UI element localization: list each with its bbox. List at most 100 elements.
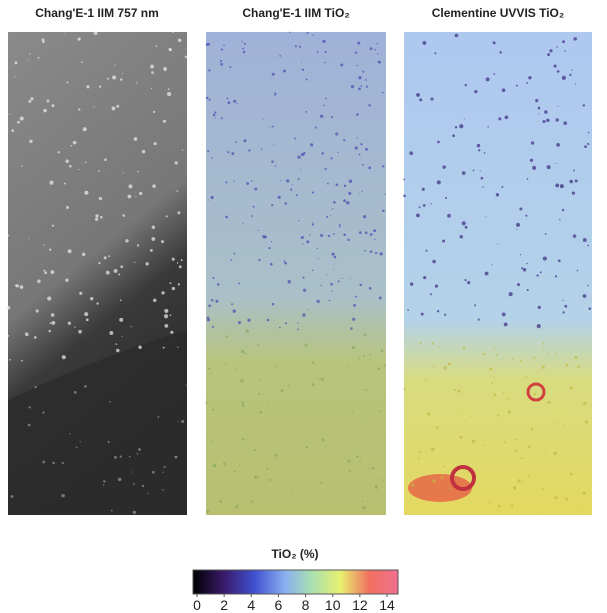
speck: [447, 214, 451, 218]
speck: [242, 438, 245, 441]
speck: [355, 146, 358, 149]
speck: [259, 411, 262, 414]
speck: [360, 461, 362, 463]
speck: [260, 380, 262, 382]
speck: [272, 73, 275, 76]
speck: [581, 509, 582, 510]
speck: [153, 299, 156, 302]
speck: [298, 220, 299, 221]
speck: [245, 332, 246, 333]
speck: [309, 234, 310, 235]
speck: [76, 447, 78, 449]
speck: [530, 159, 533, 162]
speck: [283, 260, 285, 262]
speck: [501, 186, 503, 188]
speck: [469, 366, 470, 367]
speck: [516, 229, 517, 230]
speck: [543, 349, 544, 350]
speck: [420, 343, 422, 345]
speck: [554, 65, 557, 68]
speck: [122, 214, 125, 217]
speck: [43, 244, 44, 245]
speck: [109, 401, 111, 403]
speck: [375, 252, 377, 254]
speck: [177, 262, 179, 264]
speck: [244, 43, 246, 45]
panel-title: Clementine UVVIS TiO₂: [432, 6, 564, 20]
speck: [181, 259, 183, 261]
speck: [350, 278, 351, 279]
speck: [481, 177, 484, 180]
speck: [553, 452, 556, 455]
speck: [310, 143, 313, 146]
speck: [340, 63, 343, 66]
speck: [378, 61, 381, 64]
speck: [458, 413, 459, 414]
speck: [120, 78, 122, 80]
speck: [258, 393, 260, 395]
tick-label: 12: [352, 597, 368, 613]
speck: [118, 273, 120, 275]
speck: [356, 113, 359, 116]
image-clementine-tio2: [404, 32, 592, 515]
speck: [485, 272, 489, 276]
speck: [207, 318, 210, 321]
speck: [133, 511, 136, 514]
speck: [62, 355, 66, 359]
speck: [588, 307, 591, 310]
speck: [96, 302, 98, 304]
speck: [318, 258, 319, 259]
speck: [220, 63, 223, 66]
speck: [564, 305, 567, 308]
speck: [532, 166, 536, 170]
speck: [162, 489, 164, 491]
speck: [78, 169, 79, 170]
speck: [279, 55, 281, 57]
speck: [178, 211, 181, 214]
speck: [332, 253, 335, 256]
speck: [330, 215, 331, 216]
speck: [69, 165, 72, 168]
speck: [36, 309, 39, 312]
speck: [123, 173, 124, 174]
speck: [50, 322, 52, 324]
speck: [274, 95, 275, 96]
speck: [349, 470, 351, 472]
speck: [423, 276, 426, 279]
speck: [321, 378, 324, 381]
speck: [297, 323, 298, 324]
speck: [251, 500, 253, 502]
speck: [118, 478, 121, 481]
speck: [569, 180, 573, 184]
speck: [175, 456, 178, 459]
speck: [543, 256, 547, 260]
speck: [538, 107, 541, 110]
speck: [349, 180, 352, 183]
speck: [502, 88, 506, 92]
speck: [268, 247, 270, 249]
speck: [558, 259, 561, 262]
speck: [384, 364, 386, 366]
speck: [573, 170, 575, 172]
speck: [168, 88, 170, 90]
speck: [163, 347, 165, 349]
speck: [463, 347, 466, 350]
speck: [225, 216, 228, 219]
speck: [142, 150, 145, 153]
speck: [346, 366, 347, 367]
speck: [351, 85, 354, 88]
speck: [302, 69, 304, 71]
speck: [482, 186, 483, 187]
speck: [99, 197, 102, 200]
speck: [320, 482, 322, 484]
speck: [242, 41, 243, 42]
speck: [244, 353, 246, 355]
speck: [94, 106, 95, 107]
speck: [272, 126, 274, 128]
speck: [316, 300, 319, 303]
speck: [103, 480, 105, 482]
speck: [360, 85, 362, 87]
speck: [505, 115, 509, 119]
speck: [258, 259, 260, 261]
speck: [520, 254, 521, 255]
